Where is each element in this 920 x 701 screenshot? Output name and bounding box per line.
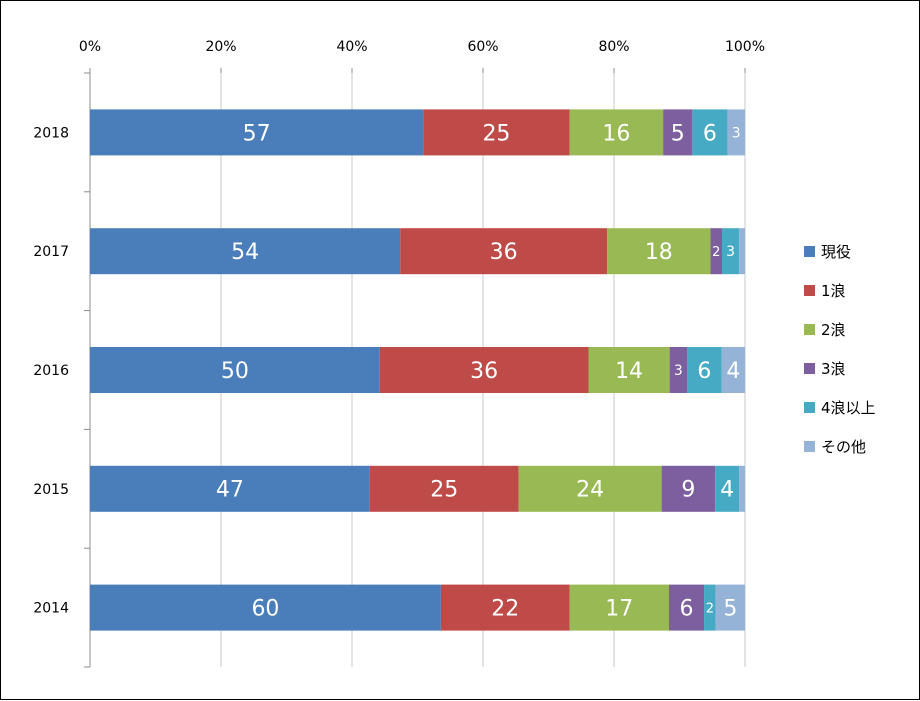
category-labels: 2018 2017 2016 2015 2014 (33, 125, 69, 616)
legend-label: 2浪 (821, 321, 846, 339)
data-label: 3 (732, 125, 741, 141)
data-label: 16 (602, 121, 630, 146)
bar-segment (90, 228, 401, 275)
data-label: 25 (482, 121, 510, 146)
data-label: 17 (605, 597, 633, 622)
bar-segment (687, 347, 722, 393)
bar-segment (727, 109, 745, 156)
bar-segment (423, 109, 570, 156)
bar-segment (569, 109, 664, 156)
data-label: 6 (680, 597, 694, 622)
data-label: 14 (615, 359, 643, 384)
data-label: 60 (251, 597, 279, 622)
data-label: 54 (231, 240, 259, 265)
bar-segment (369, 465, 519, 512)
bars: 57 25 16 5 6 354 36 18 2 350 36 14 3 6 447 25 24 9 460 22 17… (90, 109, 745, 631)
data-label: 25 (430, 478, 458, 503)
category-label: 2017 (33, 244, 69, 260)
x-tick-label: 100% (725, 39, 765, 55)
bar-segment (400, 228, 608, 275)
bar-segment (90, 109, 424, 156)
data-label: 3 (726, 244, 735, 260)
bar-segment (715, 465, 740, 512)
bar-segment (607, 228, 711, 275)
category-label: 2014 (33, 601, 69, 617)
bar-segment (739, 465, 745, 512)
bar-segment (661, 465, 716, 512)
data-label: 47 (216, 478, 244, 503)
bar-segment (669, 347, 688, 393)
category-label: 2016 (33, 363, 69, 379)
bar-segment (710, 228, 723, 275)
bar-segment (379, 347, 589, 393)
legend-label: 4浪以上 (821, 399, 876, 417)
x-tick-labels: 0% 20% 40% 60% 80% 100% (79, 39, 765, 55)
legend-swatch (804, 441, 815, 452)
legend-swatch (804, 402, 815, 413)
bar-segment (721, 347, 745, 393)
data-label: 57 (243, 121, 271, 146)
x-tick-label: 60% (467, 39, 498, 55)
category-label: 2015 (33, 482, 69, 498)
data-label: 5 (671, 121, 685, 146)
legend-label: その他 (821, 438, 866, 456)
legend-label: 1浪 (821, 282, 846, 300)
legend-swatch (804, 363, 815, 374)
bar-segment (704, 584, 716, 631)
data-label: 6 (697, 359, 711, 384)
data-label: 6 (703, 121, 717, 146)
bar-segment (90, 465, 370, 512)
data-label: 50 (221, 359, 249, 384)
data-label: 3 (674, 363, 683, 379)
data-label: 2 (706, 601, 714, 616)
data-label: 5 (723, 597, 737, 622)
bar-segment (715, 584, 745, 631)
bar-segment (569, 584, 669, 631)
bar-segment (90, 584, 441, 631)
data-label: 4 (726, 359, 740, 384)
data-label: 36 (490, 240, 518, 265)
legend-label: 3浪 (821, 360, 846, 378)
legend-swatch (804, 324, 815, 335)
category-label: 2018 (33, 125, 69, 141)
bar-segment (739, 228, 745, 275)
bar-segment (588, 347, 670, 393)
bar-segment (668, 584, 705, 631)
legend-swatch (804, 246, 815, 257)
bar-segment (663, 109, 693, 156)
bar-segment (518, 465, 662, 512)
data-label: 36 (470, 359, 498, 384)
x-tick-label: 40% (336, 39, 367, 55)
data-label: 22 (491, 597, 519, 622)
data-label: 4 (720, 478, 734, 503)
legend-swatch (804, 285, 815, 296)
data-label: 24 (576, 478, 604, 503)
bar-segment (722, 228, 740, 275)
bar-segment (90, 347, 380, 393)
data-label: 18 (645, 240, 673, 265)
x-tick-label: 0% (79, 39, 101, 55)
legend-label: 現役 (821, 243, 851, 261)
bar-segment (440, 584, 570, 631)
x-tick-label: 20% (205, 39, 236, 55)
data-label: 2 (712, 245, 720, 260)
x-tick-label: 80% (598, 39, 629, 55)
bar-segment (692, 109, 728, 156)
data-label: 9 (681, 478, 695, 503)
